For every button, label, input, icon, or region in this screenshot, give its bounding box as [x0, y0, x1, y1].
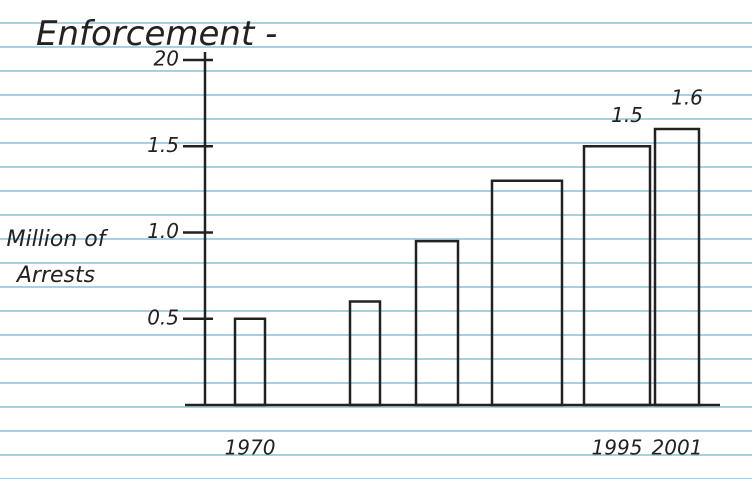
y-tick-label: 20 [154, 47, 179, 71]
y-axis-label: Million of Arrests [6, 227, 106, 288]
x-tick-label: 2001 [652, 436, 703, 460]
bar [233, 317, 267, 407]
x-tick-label: 1970 [225, 436, 276, 460]
bar [348, 300, 382, 407]
bar [582, 145, 652, 407]
x-tick-label: 1995 [592, 436, 643, 460]
y-tick-label: 0.5 [147, 305, 179, 329]
bar [653, 127, 701, 407]
value-label: 1.5 [611, 103, 643, 127]
y-tick-label: 1.0 [147, 219, 179, 243]
chart-title: Enforcement - [36, 14, 278, 54]
bar [414, 239, 460, 407]
bar [490, 179, 564, 407]
value-label: 1.6 [671, 86, 703, 110]
y-tick-label: 1.5 [147, 133, 179, 157]
